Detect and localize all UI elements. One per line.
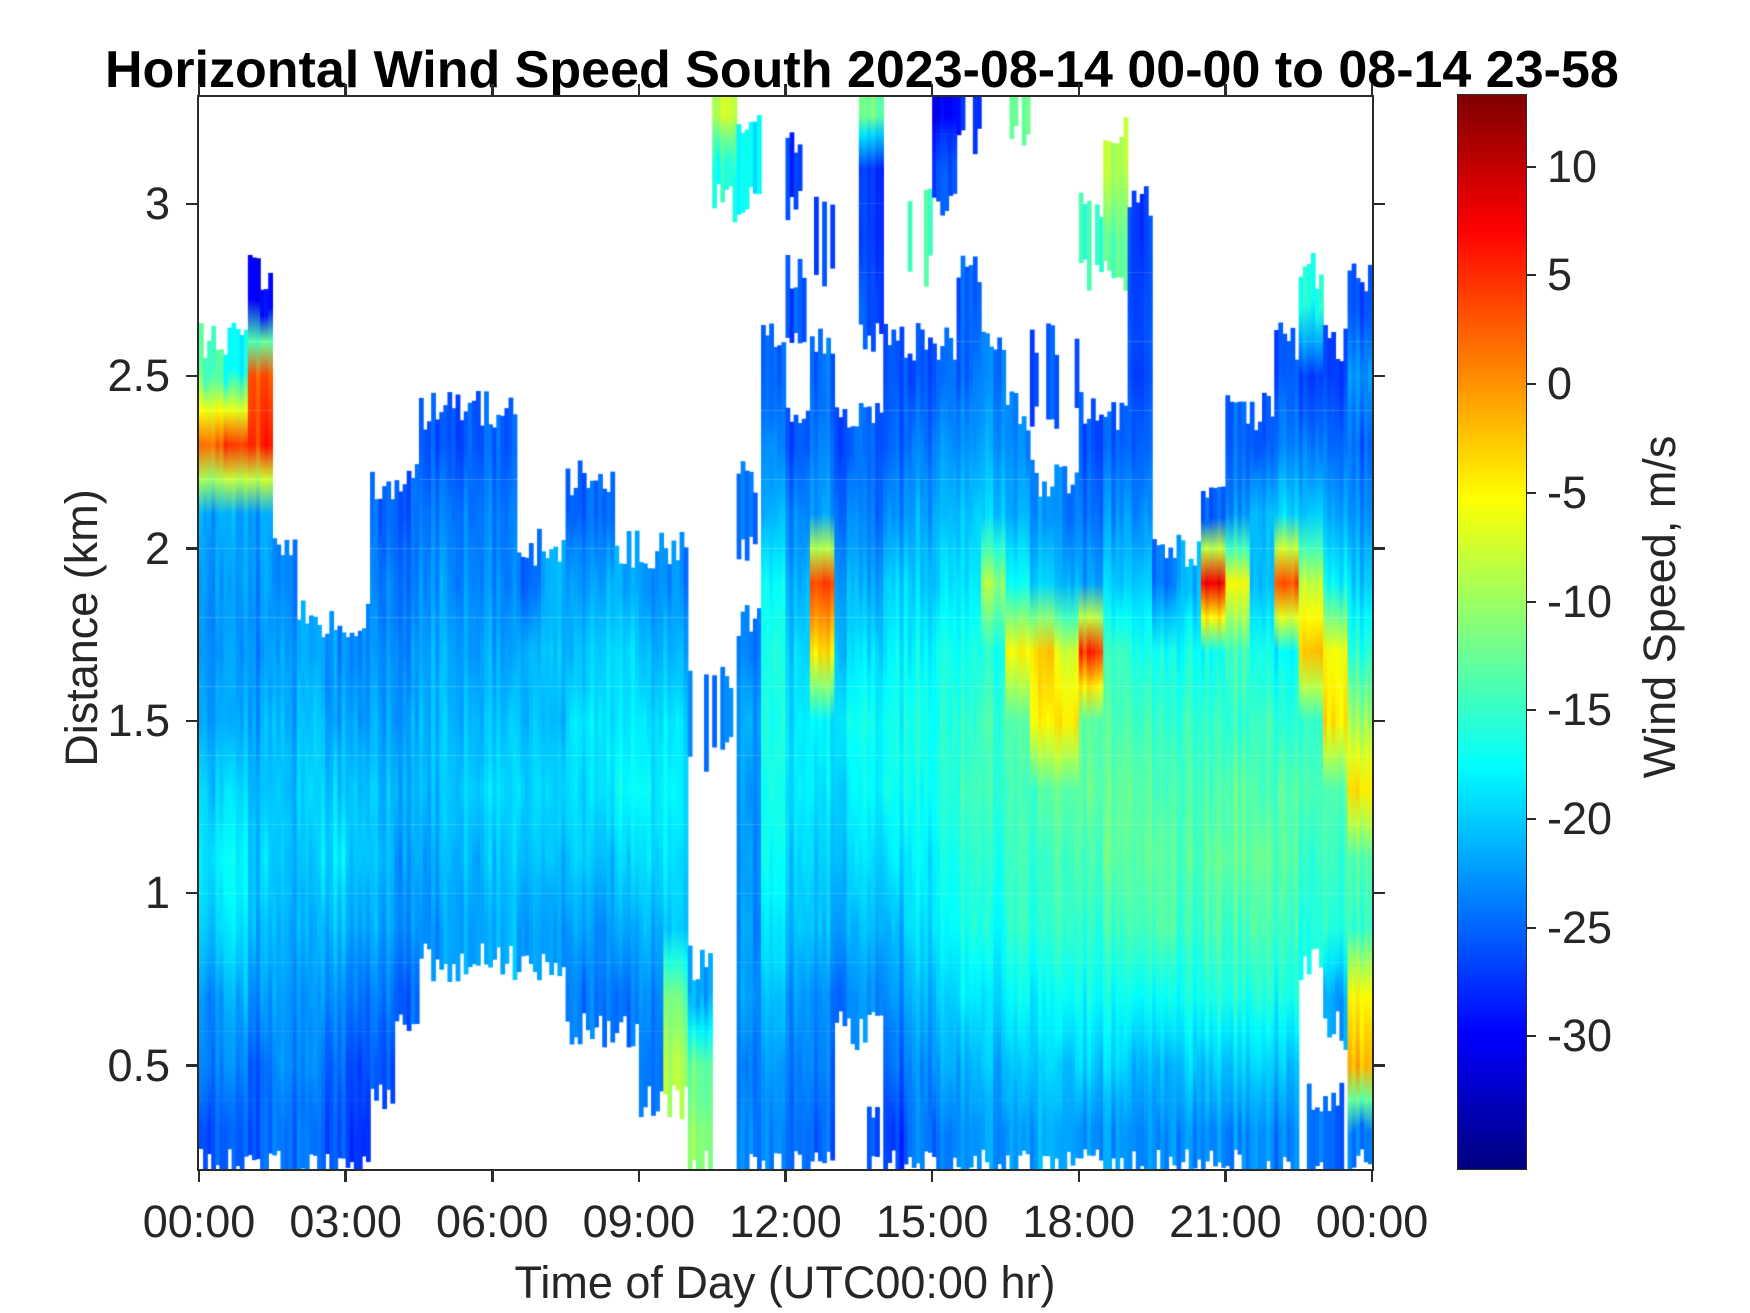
x-tick-top xyxy=(197,84,201,97)
colorbar-tick-label: 5 xyxy=(1547,249,1573,301)
x-tick-label: 21:00 xyxy=(1169,1196,1282,1247)
colorbar xyxy=(1458,95,1526,1169)
y-tick xyxy=(186,202,199,206)
x-tick-label: 00:00 xyxy=(1315,1196,1429,1247)
colorbar-tick xyxy=(1526,926,1536,929)
x-axis-label: Time of Day (UTC00:00 hr) xyxy=(514,1257,1056,1308)
colorbar-tick xyxy=(1526,817,1536,820)
x-tick-top xyxy=(637,84,641,97)
colorbar-tick-label: 10 xyxy=(1547,140,1598,192)
x-tick xyxy=(784,1169,787,1182)
y-tick xyxy=(186,374,199,378)
x-tick-label: 15:00 xyxy=(875,1196,989,1247)
x-tick-top xyxy=(1370,84,1374,97)
y-tick xyxy=(186,547,199,550)
x-tick-top xyxy=(491,84,494,97)
colorbar-tick xyxy=(1526,1035,1536,1038)
y-tick-right xyxy=(1372,891,1385,895)
x-tick xyxy=(1370,1169,1374,1182)
y-tick-label: 1 xyxy=(144,867,170,919)
colorbar-tick xyxy=(1526,709,1536,712)
x-tick xyxy=(930,1169,934,1182)
colorbar-tick xyxy=(1526,491,1536,494)
colorbar-tick-label: -30 xyxy=(1547,1010,1613,1062)
y-tick-right xyxy=(1372,374,1385,378)
colorbar-tick-label: -20 xyxy=(1547,792,1613,844)
colorbar-border xyxy=(1456,93,1527,1170)
chart-title: Horizontal Wind Speed South 2023-08-14 0… xyxy=(105,41,1619,99)
x-tick-label: 03:00 xyxy=(289,1196,402,1247)
colorbar-tick-label: -15 xyxy=(1547,684,1613,736)
colorbar-tick xyxy=(1526,600,1536,603)
x-tick-label: 00:00 xyxy=(142,1196,256,1247)
y-tick-right xyxy=(1372,547,1385,550)
y-tick xyxy=(186,891,199,895)
x-tick-label: 06:00 xyxy=(435,1196,549,1247)
colorbar-tick-label: -5 xyxy=(1547,466,1588,518)
y-tick-right xyxy=(1372,719,1385,723)
x-tick xyxy=(344,1169,347,1182)
y-tick-label: 0.5 xyxy=(107,1039,170,1091)
x-tick-top xyxy=(1224,84,1227,97)
plot-border xyxy=(197,95,1374,1171)
colorbar-tick xyxy=(1526,274,1536,277)
x-tick-top xyxy=(344,84,347,97)
x-tick-label: 12:00 xyxy=(729,1196,842,1247)
x-tick-top xyxy=(1077,84,1080,97)
colorbar-tick xyxy=(1526,165,1536,168)
x-tick-label: 09:00 xyxy=(582,1196,696,1247)
x-tick xyxy=(197,1169,201,1182)
colorbar-tick-label: 0 xyxy=(1547,358,1573,410)
x-tick-top xyxy=(930,84,934,97)
x-tick xyxy=(1077,1169,1080,1182)
x-tick-top xyxy=(784,84,787,97)
y-tick-right xyxy=(1372,1064,1385,1067)
x-tick xyxy=(1224,1169,1227,1182)
colorbar-tick-label: -25 xyxy=(1547,901,1613,953)
y-tick-label: 2.5 xyxy=(107,350,170,402)
colorbar-tick xyxy=(1526,383,1536,386)
colorbar-label: Wind Speed, m/s xyxy=(1634,435,1685,779)
x-tick xyxy=(637,1169,641,1182)
y-tick-label: 3 xyxy=(144,177,170,229)
y-tick-label: 1.5 xyxy=(107,694,170,746)
x-tick-label: 18:00 xyxy=(1022,1196,1136,1247)
y-tick-right xyxy=(1372,202,1385,206)
y-tick-label: 2 xyxy=(144,522,170,574)
y-tick xyxy=(186,719,199,723)
heatmap xyxy=(199,97,1372,1169)
colorbar-tick-label: -10 xyxy=(1547,575,1613,627)
x-tick xyxy=(491,1169,494,1182)
y-tick xyxy=(186,1064,199,1067)
